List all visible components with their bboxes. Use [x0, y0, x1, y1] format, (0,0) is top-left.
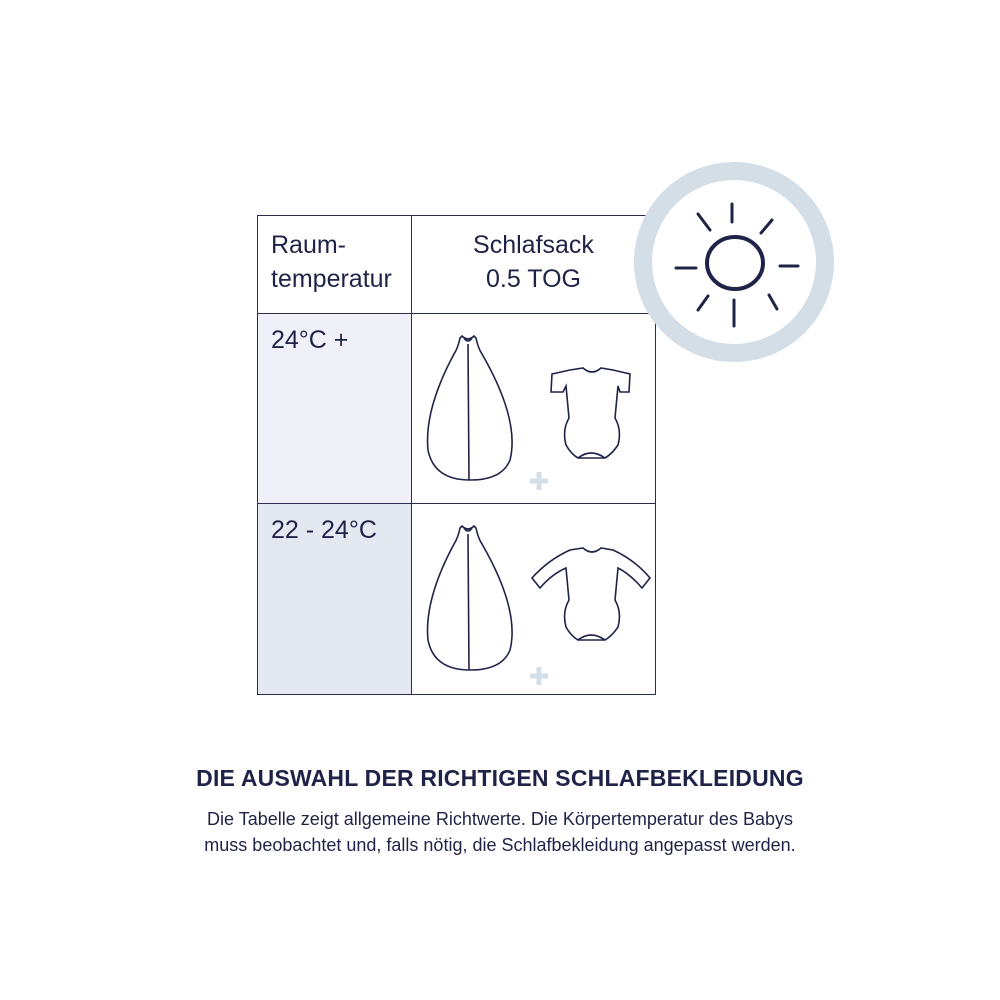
row2-icons	[426, 524, 652, 685]
plus-icon	[530, 667, 548, 685]
footer-title: DIE AUSWAHL DER RICHTIGEN SCHLAFBEKLEIDU…	[196, 765, 804, 791]
row1-icons	[426, 334, 631, 490]
sun-icon	[674, 202, 800, 328]
description-line2: muss beobachtet und, falls nötig, die Sc…	[204, 835, 796, 855]
long-sleeve-bodysuit-icon	[530, 547, 652, 641]
header-cell-room-temperature: Raum- temperatur	[257, 215, 412, 314]
description-line1: Die Tabelle zeigt allgemeine Richtwerte.…	[207, 809, 793, 829]
clothing-cell-row2	[411, 503, 656, 695]
temperature-cell-row1: 24°C +	[257, 313, 412, 504]
sleeping-bag-icon	[426, 524, 513, 671]
sleeping-bag-icon	[426, 334, 513, 481]
temperature-label: 22 - 24°C	[271, 516, 377, 544]
header-label-line2: temperatur	[271, 265, 392, 293]
clothing-table: Raum- temperatur Schlafsack 0.5 TOG 24°C…	[257, 215, 656, 695]
short-sleeve-bodysuit-icon	[550, 367, 631, 459]
header-cell-sleeping-bag: Schlafsack 0.5 TOG	[411, 215, 656, 314]
header-label-line1: Schlafsack	[473, 231, 594, 259]
temperature-label: 24°C +	[271, 326, 349, 354]
plus-icon	[530, 472, 548, 490]
header-label-line2: 0.5 TOG	[486, 265, 581, 293]
footer-description: Die Tabelle zeigt allgemeine Richtwerte.…	[0, 806, 1000, 858]
sun-badge	[634, 162, 834, 362]
temperature-cell-row2: 22 - 24°C	[257, 503, 412, 695]
header-label-line1: Raum-	[271, 231, 347, 259]
